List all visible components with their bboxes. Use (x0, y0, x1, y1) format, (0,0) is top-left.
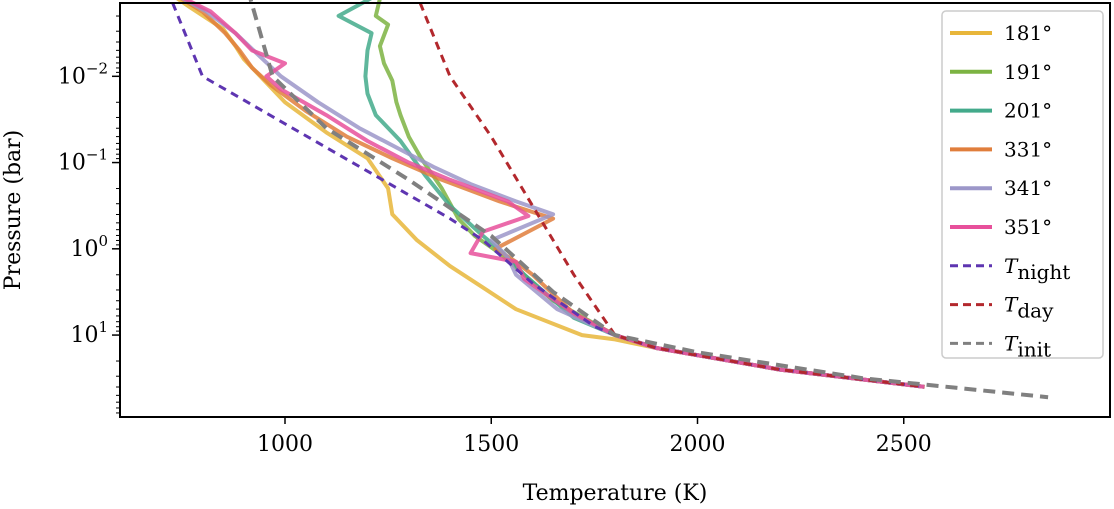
legend-label: 341° (1004, 176, 1052, 200)
series-line-341 (181, 0, 925, 389)
series-line-201 (336, 0, 925, 389)
legend-label: 331° (1004, 137, 1052, 161)
x-axis-title: Temperature (K) (523, 481, 708, 506)
y-axis: 10−3 10−2 10−1 100 101 (58, 0, 120, 414)
legend-label: 181° (1004, 21, 1052, 45)
legend: 181° 191° 201° 331° 341° 351° Tnight Tday Tinit (941, 10, 1104, 361)
legend-label: 191° (1004, 60, 1052, 84)
x-axis: 1000 1500 2000 2500 (257, 417, 932, 457)
y-tick-label: 101 (70, 318, 108, 348)
y-tick-label: 100 (70, 232, 108, 262)
series-line-181 (176, 0, 925, 389)
y-tick-label: 10−1 (58, 146, 108, 176)
legend-label: 351° (1004, 215, 1052, 239)
legend-label: Tinit (1004, 331, 1051, 361)
x-tick-label: 1000 (257, 432, 313, 457)
y-axis-title: Pressure (bar) (1, 130, 26, 291)
legend-label: Tnight (1004, 254, 1070, 284)
y-tick-label: 10−3 (58, 0, 108, 3)
plot-lines (169, 0, 1049, 400)
series-line-t-day (417, 0, 925, 389)
series-line-351 (182, 0, 925, 389)
series-line-331 (179, 0, 925, 389)
x-tick-label: 2000 (670, 432, 726, 457)
x-tick-label: 2500 (876, 432, 932, 457)
x-tick-label: 1500 (463, 432, 519, 457)
series-line-t-night (169, 0, 925, 389)
series-line-191 (373, 0, 925, 389)
legend-box (941, 10, 1104, 359)
y-tick-label: 10−2 (58, 59, 108, 89)
series-line-t-init (248, 0, 1049, 400)
legend-label: Tday (1004, 293, 1054, 323)
legend-label: 201° (1004, 99, 1052, 123)
plot-frame (119, 2, 1111, 418)
